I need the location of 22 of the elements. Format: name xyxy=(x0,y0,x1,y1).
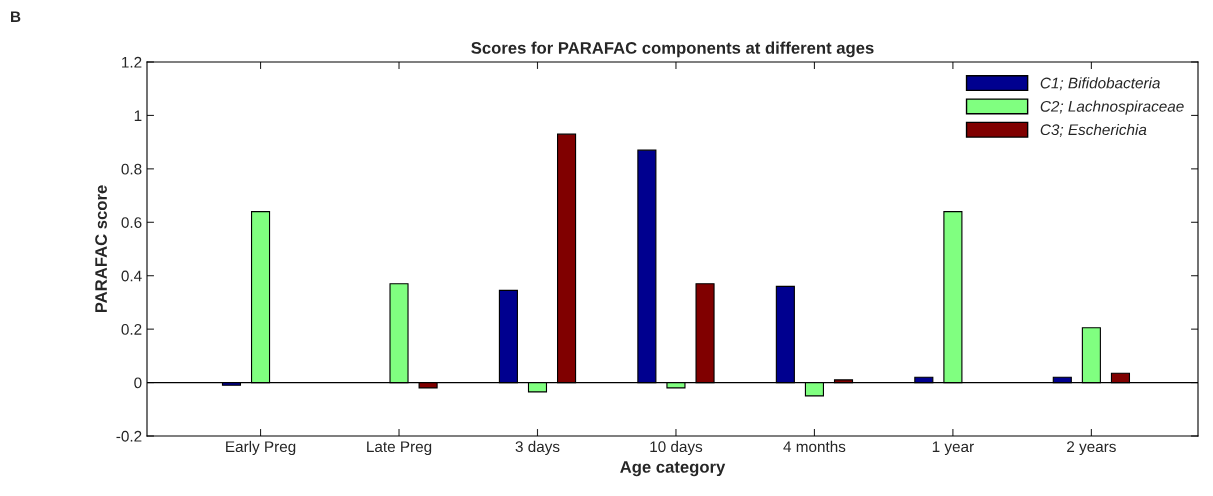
legend-label: C1; Bifidobacteria xyxy=(1040,77,1160,91)
y-axis-title: PARAFAC score xyxy=(95,185,107,313)
legend-label: C3; Escherichia xyxy=(1040,123,1147,137)
x-tick-label: 1 year xyxy=(932,441,974,456)
x-tick-label: 2 years xyxy=(1067,441,1116,456)
y-tick-label: 1 xyxy=(134,110,142,121)
y-tick-label: 0.4 xyxy=(121,270,142,282)
x-tick-label: 4 months xyxy=(783,440,846,453)
chart-title: Scores for PARAFAC components at different ages xyxy=(471,41,874,58)
text: B xyxy=(11,11,21,22)
x-tick-label: 10 days xyxy=(650,440,703,456)
y-tick-label: 0.6 xyxy=(121,217,142,228)
x-axis-title: Age category xyxy=(620,461,726,477)
x-tick-label: Late Preg xyxy=(367,441,432,456)
legend-label: C2; Lachnospiraceae xyxy=(1040,100,1184,115)
y-tick-label: -0.2 xyxy=(116,430,142,442)
y-tick-label: 0 xyxy=(134,377,142,389)
y-tick-label: 0.2 xyxy=(121,324,142,335)
y-tick-label: 1.2 xyxy=(122,56,142,68)
x-tick-label: Early Preg xyxy=(226,440,296,456)
x-tick-label: 3 days xyxy=(515,440,560,456)
y-tick-label: 0.8 xyxy=(121,163,142,175)
